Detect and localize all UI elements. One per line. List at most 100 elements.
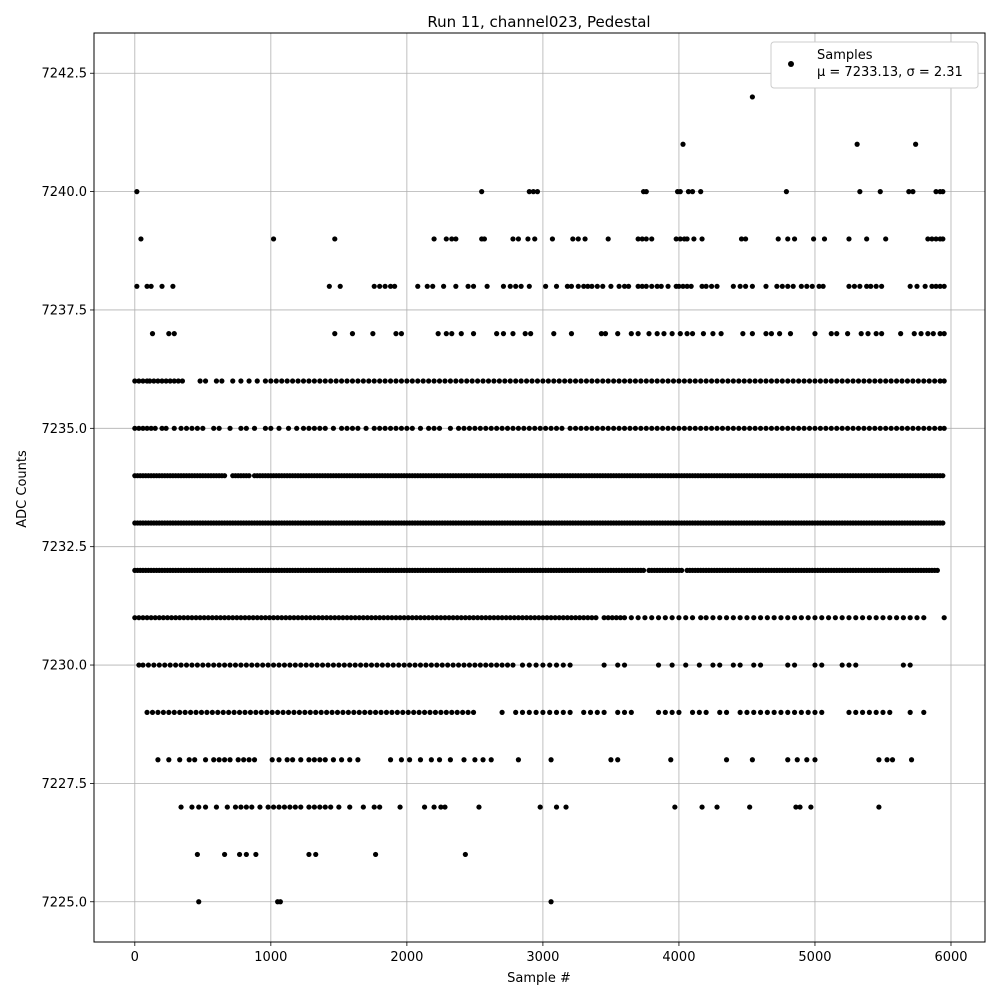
data-point xyxy=(238,662,244,668)
data-point xyxy=(372,851,379,858)
data-point xyxy=(823,378,829,384)
data-point xyxy=(893,615,900,621)
data-point xyxy=(907,615,913,621)
data-point xyxy=(155,378,161,384)
data-point xyxy=(475,615,481,621)
data-point xyxy=(352,615,358,621)
data-point xyxy=(518,378,524,384)
data-point xyxy=(811,236,817,242)
data-point xyxy=(275,615,281,621)
data-point xyxy=(480,378,486,384)
data-point xyxy=(719,425,726,431)
data-point xyxy=(415,283,421,289)
data-point xyxy=(791,615,798,621)
data-point xyxy=(515,236,522,242)
data-point xyxy=(488,425,494,431)
data-point xyxy=(532,236,538,242)
data-point xyxy=(553,804,560,810)
data-point xyxy=(209,615,215,621)
data-point xyxy=(669,615,675,621)
data-point xyxy=(699,804,705,810)
data-point xyxy=(889,757,896,763)
data-point xyxy=(132,615,138,621)
data-point xyxy=(941,283,947,289)
data-point xyxy=(319,662,326,668)
data-point xyxy=(529,378,535,384)
data-point xyxy=(940,520,946,526)
data-point xyxy=(669,331,675,337)
data-point xyxy=(443,236,449,242)
data-point xyxy=(426,615,432,621)
data-point xyxy=(540,615,546,621)
data-point xyxy=(655,709,662,715)
data-point xyxy=(868,283,874,289)
data-point xyxy=(317,425,323,431)
data-point xyxy=(262,378,268,384)
data-point xyxy=(563,804,569,810)
data-point xyxy=(533,662,539,668)
data-point xyxy=(175,378,181,384)
data-point xyxy=(279,378,285,384)
data-point xyxy=(859,615,866,621)
data-point xyxy=(409,378,415,384)
data-point xyxy=(311,804,317,810)
data-point xyxy=(392,283,398,289)
data-point xyxy=(714,283,720,289)
data-point xyxy=(806,378,813,384)
data-point xyxy=(383,709,390,715)
data-point xyxy=(556,615,562,621)
data-point xyxy=(646,331,652,337)
data-point xyxy=(708,283,715,289)
data-point xyxy=(771,615,777,621)
data-point xyxy=(617,615,624,621)
data-point xyxy=(347,662,353,668)
data-point xyxy=(601,662,607,668)
data-point xyxy=(326,283,332,289)
data-point xyxy=(526,189,532,195)
data-point xyxy=(140,662,146,668)
data-point xyxy=(812,709,818,715)
data-point xyxy=(381,615,387,621)
data-point xyxy=(513,709,519,715)
data-point xyxy=(747,378,753,384)
data-point xyxy=(258,709,264,715)
data-point xyxy=(200,662,206,668)
data-point xyxy=(866,709,872,715)
data-point xyxy=(861,425,867,431)
data-point xyxy=(306,378,312,384)
data-point xyxy=(269,757,275,763)
data-point xyxy=(236,709,243,715)
data-point xyxy=(344,615,350,621)
data-point xyxy=(877,378,883,384)
data-point xyxy=(491,615,497,621)
data-point xyxy=(763,283,769,289)
data-point xyxy=(393,378,399,384)
data-point xyxy=(466,615,473,621)
data-point xyxy=(791,662,798,668)
data-point xyxy=(442,378,448,384)
data-point xyxy=(669,709,675,715)
data-point xyxy=(585,615,591,621)
data-point xyxy=(635,236,641,242)
data-point xyxy=(215,709,221,715)
data-point xyxy=(872,425,878,431)
data-point xyxy=(655,662,662,668)
data-point xyxy=(904,425,911,431)
data-point xyxy=(491,378,497,384)
data-point xyxy=(861,378,867,384)
data-point xyxy=(453,236,459,242)
data-point xyxy=(534,189,541,195)
data-point xyxy=(559,425,565,431)
data-point xyxy=(322,757,328,763)
data-point xyxy=(632,378,639,384)
data-point xyxy=(322,425,328,431)
data-point xyxy=(914,615,920,621)
data-point xyxy=(921,425,927,431)
data-point xyxy=(254,615,260,621)
data-point xyxy=(628,709,634,715)
data-point xyxy=(649,615,655,621)
data-point xyxy=(698,378,704,384)
data-point xyxy=(470,615,477,621)
data-point xyxy=(654,425,660,431)
data-point xyxy=(528,331,534,337)
